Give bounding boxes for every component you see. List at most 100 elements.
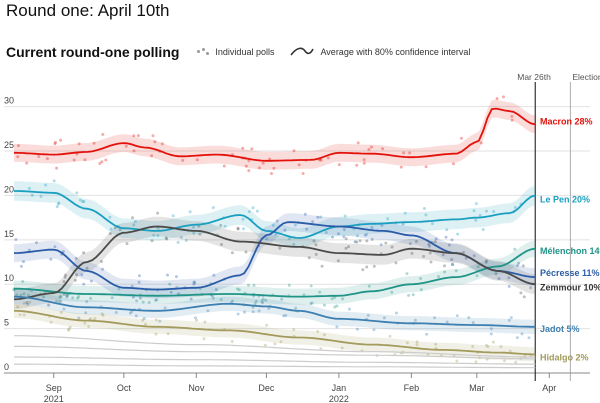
- poll-dot: [380, 223, 384, 227]
- poll-dot: [319, 158, 323, 162]
- poll-dot: [314, 252, 318, 256]
- poll-dot: [247, 283, 250, 287]
- x-tick-year: 2021: [44, 394, 64, 403]
- series-end-label: Macron 28%: [540, 116, 593, 126]
- legend-polls-label: Individual polls: [215, 47, 275, 57]
- poll-dot: [16, 305, 20, 309]
- poll-dot: [136, 134, 140, 138]
- poll-dot: [322, 333, 326, 337]
- poll-dot: [230, 251, 234, 255]
- poll-dot: [192, 282, 196, 286]
- poll-dot: [520, 332, 524, 336]
- poll-dot: [71, 296, 75, 300]
- poll-dot: [261, 297, 265, 301]
- poll-dot: [444, 235, 448, 239]
- poll-dot: [263, 343, 267, 347]
- poll-dot: [49, 257, 53, 261]
- poll-dot: [81, 200, 85, 204]
- poll-dot: [343, 214, 347, 218]
- poll-dot: [425, 332, 429, 336]
- poll-dot: [45, 157, 49, 161]
- poll-dot: [108, 215, 112, 219]
- poll-dot: [236, 226, 240, 230]
- poll-dot: [77, 295, 81, 299]
- poll-dot: [362, 158, 366, 162]
- poll-dot: [428, 251, 432, 255]
- poll-dot: [117, 287, 121, 291]
- poll-dot: [355, 327, 359, 331]
- poll-dot: [202, 337, 206, 341]
- poll-dot: [80, 273, 84, 277]
- poll-dot: [403, 211, 407, 215]
- poll-dot: [67, 328, 70, 332]
- poll-dot: [171, 214, 175, 218]
- poll-dot: [54, 140, 57, 144]
- poll-dot: [59, 294, 63, 298]
- poll-dot: [84, 311, 88, 315]
- poll-dot: [455, 314, 459, 318]
- poll-dot: [160, 142, 164, 146]
- x-tick-label: Sep: [46, 383, 62, 393]
- poll-dot: [141, 300, 145, 304]
- poll-dot: [467, 316, 471, 320]
- poll-dot: [275, 219, 279, 223]
- poll-dot: [330, 297, 334, 301]
- poll-dot: [267, 307, 271, 310]
- poll-dot: [287, 237, 291, 241]
- poll-dot: [21, 280, 25, 283]
- x-tick-label: Nov: [188, 383, 205, 393]
- poll-dot: [365, 265, 369, 269]
- poll-dot: [254, 299, 258, 303]
- poll-dot: [441, 253, 445, 257]
- poll-dot: [335, 325, 339, 329]
- marker-label: Election day: [572, 72, 600, 82]
- poll-dot: [261, 161, 265, 165]
- poll-dot: [78, 198, 82, 202]
- poll-dot: [278, 246, 282, 250]
- poll-dot: [513, 206, 517, 209]
- poll-dot: [154, 298, 158, 302]
- poll-dot: [22, 292, 26, 296]
- poll-dot: [192, 231, 196, 235]
- poll-dot: [59, 299, 63, 303]
- poll-dot: [353, 240, 357, 244]
- poll-dot: [492, 210, 496, 214]
- poll-dot: [47, 303, 51, 307]
- poll-dot: [363, 233, 367, 237]
- poll-dot: [443, 270, 447, 274]
- poll-dot: [211, 296, 215, 300]
- poll-dot: [451, 263, 455, 267]
- poll-dot: [192, 280, 196, 284]
- poll-dot: [265, 237, 269, 241]
- poll-dot: [495, 97, 499, 101]
- poll-dot: [310, 301, 314, 305]
- poll-dot: [158, 319, 162, 323]
- poll-dot: [53, 142, 57, 146]
- poll-dot: [184, 239, 188, 242]
- marker-label: Mar 26th: [517, 72, 551, 82]
- poll-dot: [510, 114, 514, 118]
- poll-dot: [356, 141, 360, 145]
- poll-dot: [476, 265, 480, 269]
- poll-dot: [251, 310, 255, 314]
- poll-dot: [134, 314, 138, 318]
- poll-dot: [83, 158, 87, 162]
- poll-dot: [415, 340, 419, 344]
- poll-dot: [223, 224, 227, 228]
- poll-dot: [131, 216, 134, 220]
- poll-dot: [244, 164, 248, 168]
- minor-series-line: [14, 363, 536, 369]
- poll-dot: [211, 206, 215, 210]
- poll-dot: [309, 302, 313, 306]
- minor-series-line: [14, 345, 536, 360]
- poll-dot: [68, 325, 72, 329]
- y-tick-label: 30: [4, 96, 14, 106]
- poll-dot: [271, 223, 275, 227]
- poll-dot: [98, 162, 102, 165]
- poll-dot: [478, 213, 482, 217]
- poll-dot: [241, 217, 245, 221]
- poll-dot: [450, 238, 454, 242]
- poll-dot: [82, 251, 86, 255]
- poll-dot: [408, 242, 412, 246]
- poll-dot: [230, 340, 234, 343]
